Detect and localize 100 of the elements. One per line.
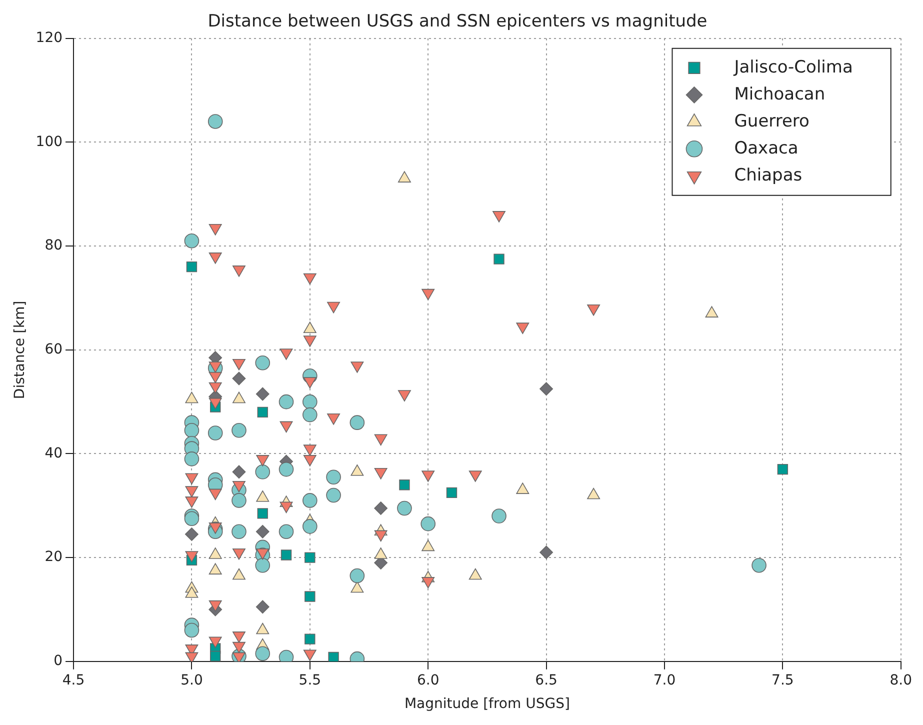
y-tick-label: 120: [36, 30, 63, 46]
point: [256, 387, 270, 401]
point: [492, 211, 506, 222]
point: [303, 444, 316, 456]
x-tick-label: 7.5: [772, 672, 794, 688]
point: [208, 382, 222, 394]
point: [185, 486, 198, 498]
point: [326, 470, 341, 484]
point: [232, 422, 246, 438]
point: [326, 488, 341, 503]
point: [232, 493, 246, 508]
y-tick-label: 20: [44, 549, 63, 566]
y-tick-label: 100: [36, 134, 63, 150]
point: [350, 362, 364, 373]
point: [327, 302, 340, 314]
point: [256, 600, 270, 614]
legend-label: Chiapas: [734, 165, 802, 186]
point: [446, 487, 458, 498]
point: [280, 550, 292, 560]
x-tick-label: 6.0: [416, 672, 440, 688]
point: [257, 406, 268, 418]
y-tick-label: 80: [44, 238, 63, 254]
x-tick-label: 4.5: [62, 672, 85, 688]
point: [374, 434, 388, 446]
y-axis-title: Distance [km]: [12, 300, 28, 400]
point: [398, 390, 411, 402]
point: [777, 464, 788, 475]
point: [278, 394, 294, 410]
point: [374, 502, 388, 515]
point: [350, 568, 365, 584]
point: [185, 528, 198, 541]
point: [232, 652, 246, 662]
point: [257, 508, 268, 519]
x-axis-title: Magnitude [from USGS]: [404, 696, 570, 712]
point: [232, 524, 246, 540]
point: [210, 650, 221, 662]
point: [302, 493, 318, 508]
point: [255, 464, 270, 480]
point: [327, 413, 340, 425]
point: [232, 465, 246, 479]
point: [208, 372, 222, 384]
point: [255, 646, 270, 662]
point: [304, 552, 316, 563]
legend-label: Michoacan: [734, 84, 826, 104]
y-tick-label: 0: [54, 653, 63, 670]
point: [399, 480, 410, 490]
point: [232, 266, 246, 277]
point: [492, 508, 506, 524]
legend-label: Guerrero: [734, 111, 810, 132]
point: [350, 415, 365, 430]
point: [516, 322, 530, 334]
point: [184, 622, 200, 638]
point: [302, 407, 318, 422]
point: [422, 288, 435, 300]
point: [232, 480, 246, 492]
point: [232, 358, 246, 370]
point: [232, 372, 246, 386]
point: [256, 524, 270, 538]
point: [540, 382, 553, 396]
point: [184, 452, 200, 466]
point: [255, 355, 270, 370]
point: [302, 519, 318, 534]
point: [304, 634, 316, 644]
point: [303, 377, 316, 388]
point: [303, 336, 316, 347]
y-tick-label: 40: [44, 445, 63, 462]
point: [587, 304, 600, 316]
point: [184, 422, 200, 438]
point: [208, 224, 222, 236]
point: [304, 591, 316, 602]
x-tick-label: 8.0: [890, 672, 912, 688]
point: [302, 394, 318, 410]
point: [752, 558, 766, 573]
point: [184, 233, 200, 248]
point: [208, 252, 222, 264]
x-tick-label: 5.5: [298, 672, 322, 688]
point: [397, 500, 412, 516]
point: [255, 558, 270, 573]
point: [208, 398, 222, 410]
point: [280, 421, 293, 433]
point: [468, 470, 482, 482]
point: [186, 261, 198, 272]
point: [422, 470, 435, 482]
legend-label: Jalisco-Colima: [733, 57, 853, 78]
x-tick-label: 5.0: [180, 672, 203, 688]
point: [280, 348, 293, 360]
y-tick-label: 60: [44, 342, 63, 358]
point: [494, 254, 504, 264]
point: [303, 455, 316, 466]
point: [374, 468, 388, 480]
point: [185, 652, 198, 662]
point: [278, 462, 294, 477]
point: [208, 426, 223, 440]
point: [328, 652, 339, 662]
chart-title: Distance between USGS and SSN epicenters vs magnitude: [208, 12, 708, 32]
x-tick-label: 6.5: [535, 672, 558, 688]
legend-label: Oaxaca: [734, 138, 798, 158]
point: [540, 546, 553, 560]
x-tick-label: 7.0: [653, 672, 676, 688]
point: [303, 273, 316, 285]
